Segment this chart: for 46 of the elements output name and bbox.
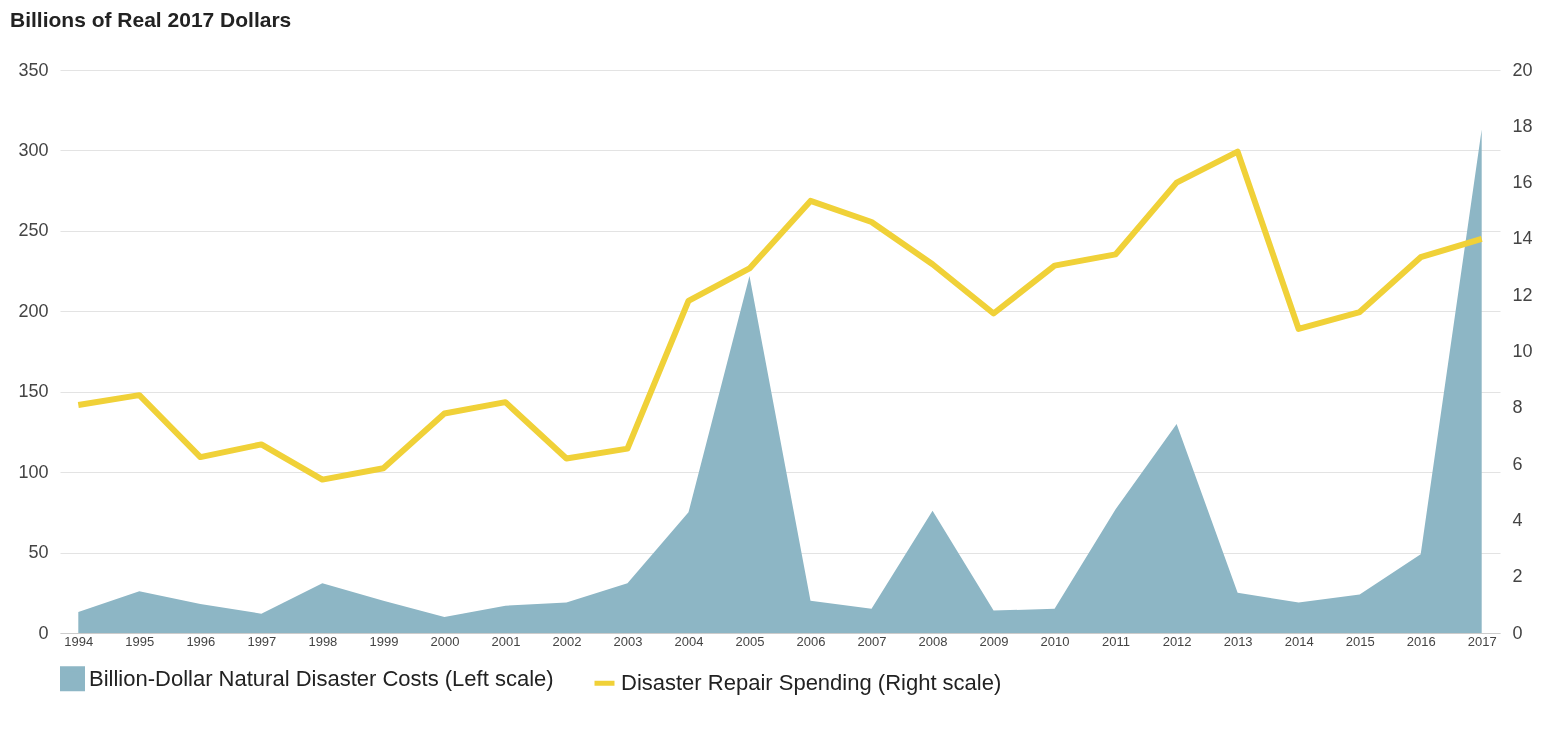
y-tick-label: 150	[18, 381, 49, 402]
x-tick-label: 1995	[125, 633, 155, 649]
x-tick-label: 2012	[1162, 633, 1192, 649]
y2-tick-label: 20	[1512, 59, 1533, 80]
y2-tick-label: 18	[1512, 115, 1533, 136]
x-tick-label: 2016	[1406, 633, 1436, 649]
x-tick-label: 2000	[430, 633, 460, 649]
y2-tick-label: 4	[1512, 509, 1523, 530]
legend-label: Disaster Repair Spending (Right scale)	[621, 670, 1002, 696]
y2-tick-label: 2	[1512, 566, 1523, 587]
x-tick-label: 1996	[186, 633, 216, 649]
x-tick-label: 2011	[1102, 633, 1131, 649]
y-tick-label: 50	[28, 542, 49, 563]
y-tick-label: 350	[18, 59, 49, 80]
y2-tick-label: 10	[1512, 341, 1533, 361]
y2-tick-label: 12	[1512, 284, 1533, 305]
legend-label: Billion-Dollar Natural Disaster Costs (Left scale)	[89, 665, 554, 691]
x-tick-label: 2013	[1223, 633, 1253, 649]
x-tick-label: 2009	[979, 633, 1009, 649]
x-tick-label: 2006	[796, 633, 826, 649]
y-tick-label: 100	[18, 461, 49, 482]
x-tick-label: 2004	[674, 633, 704, 649]
y2-tick-label: 6	[1512, 453, 1523, 474]
chart-title: Billions of Real 2017 Dollars	[10, 8, 292, 31]
y-tick-label: 0	[38, 622, 49, 643]
x-tick-label: 2001	[491, 633, 521, 649]
y2-tick-label: 8	[1512, 397, 1523, 418]
x-tick-label: 1994	[64, 633, 94, 649]
x-tick-label: 2015	[1345, 633, 1375, 649]
x-tick-label: 2002	[552, 633, 582, 649]
y2-tick-label: 16	[1512, 172, 1533, 193]
x-tick-label: 2005	[735, 633, 765, 649]
y-tick-label: 250	[18, 220, 49, 241]
x-tick-label: 2003	[613, 633, 643, 649]
x-tick-label: 2007	[857, 633, 887, 649]
x-tick-label: 2008	[918, 633, 948, 649]
x-tick-label: 2014	[1284, 633, 1314, 649]
x-tick-label: 1999	[369, 633, 399, 649]
x-tick-label: 1998	[308, 633, 338, 649]
y-tick-label: 200	[18, 300, 49, 321]
x-tick-label: 1997	[247, 633, 277, 649]
x-tick-label: 2010	[1040, 633, 1070, 649]
y2-tick-label: 0	[1512, 622, 1523, 643]
x-tick-label: 2017	[1467, 633, 1497, 649]
y-tick-label: 300	[18, 139, 49, 160]
y2-tick-label: 14	[1512, 228, 1533, 249]
